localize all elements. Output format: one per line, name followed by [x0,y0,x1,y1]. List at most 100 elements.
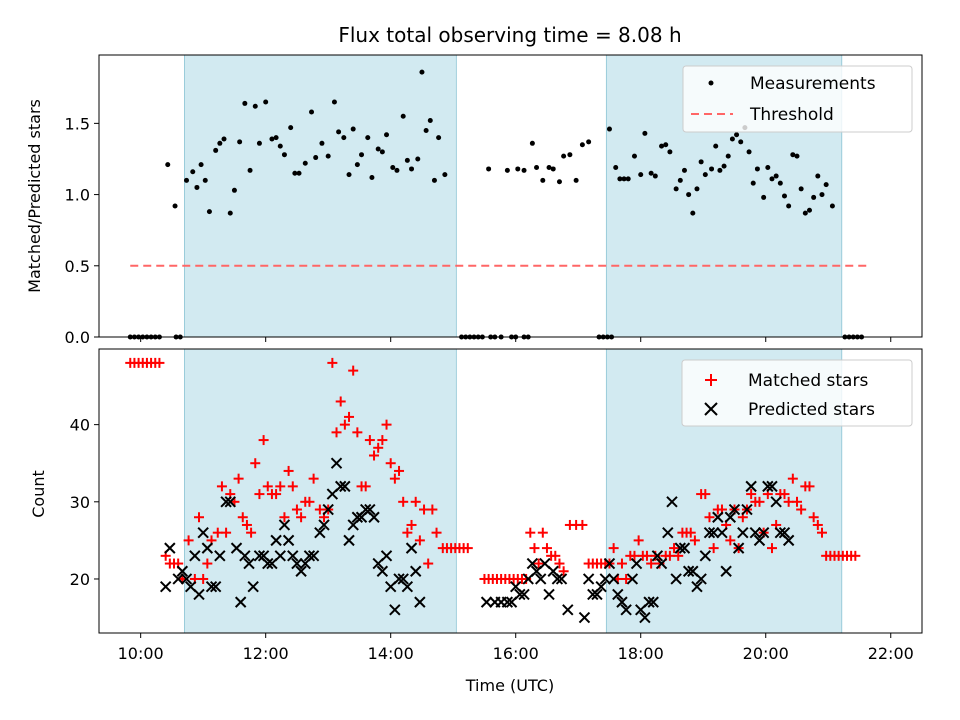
measurement-point [442,172,448,178]
legend-matched-label: Matched stars [748,371,868,391]
measurement-point [331,99,337,105]
predicted-star-point [405,542,418,554]
matched-star-point [808,512,819,523]
predicted-star-point [682,565,695,577]
matched-star-point [254,489,265,500]
x-tick-label: 10:00 [118,644,164,663]
predicted-star-point [762,480,774,493]
measurement-point [561,153,567,159]
predicted-star-point [620,604,632,616]
matched-star-point [669,543,680,554]
measurement-point [694,186,700,192]
predicted-star-point [647,596,659,608]
measurement-point [309,109,315,115]
predicted-star-point [274,550,286,562]
bottom-legend: Matched stars Predicted stars [681,359,913,427]
predicted-star-point [343,534,355,547]
predicted-star-point [480,596,493,608]
predicted-star-point [243,557,255,570]
predicted-star-point [414,596,426,608]
legend-predicted-label: Predicted stars [748,400,875,420]
predicted-star-point [745,480,757,493]
measurement-point [606,126,612,132]
measurement-point [781,193,787,199]
measurement-point [423,127,429,133]
measurement-point [567,152,573,158]
shaded-interval-1 [184,54,457,338]
predicted-star-point [753,534,766,547]
measurement-point [667,149,673,155]
measurement-point [677,177,683,183]
measurement-point [427,118,433,124]
measurement-point [404,157,410,163]
measurement-point [681,167,687,173]
measurement-point [794,153,800,159]
matched-star-point [779,489,790,500]
measurement-point [750,180,756,186]
x-tick-label: 18:00 [618,644,664,663]
measurement-point [673,186,679,192]
legend-matched-marker [705,374,717,386]
predicted-star-point [695,573,707,585]
measurement-point [725,153,731,159]
measurement-point [613,165,619,171]
matched-star-point [608,543,619,554]
measurement-point [486,166,492,172]
matched-star-point [389,473,400,484]
matched-star-point [616,558,627,569]
matched-star-point [704,512,715,523]
predicted-star-point [380,550,393,562]
predicted-star-point [551,573,564,585]
measurement-point [384,132,390,138]
measurement-point [717,167,723,173]
measurement-point [709,166,715,172]
x-tick-label: 16:00 [493,644,539,663]
matched-star-point [381,419,392,430]
measurement-point [269,136,275,142]
predicted-star-point [757,526,770,539]
predicted-star-point [224,496,236,508]
predicted-star-point [782,534,795,547]
predicted-star-point [712,511,724,523]
measurement-point [802,210,808,216]
predicted-star-point [220,496,232,508]
measurement-point [359,152,365,158]
matched-star-point [431,527,442,538]
matched-star-point [212,527,223,538]
predicted-star-point [164,542,176,554]
matched-star-point [646,558,657,569]
measurement-point [379,149,385,155]
predicted-star-point [322,503,334,516]
measurement-point [819,192,825,198]
matched-star-point [410,496,421,507]
predicted-star-point [666,496,678,508]
matched-star-point [816,527,827,538]
matched-star-point [402,527,413,538]
measurement-point [365,135,371,141]
predicted-star-point [287,550,299,562]
y-tick-label: 20 [70,570,90,589]
predicted-star-point [307,550,320,562]
matched-star-point [258,435,269,446]
predicted-star-point [582,573,595,585]
matched-star-point [754,496,765,507]
measurement-point [777,180,783,186]
predicted-star-point [318,519,330,531]
measurement-point [252,103,258,109]
measurement-point [556,179,562,185]
predicted-star-point [189,550,201,562]
measurement-point [325,153,331,159]
predicted-star-point [562,604,574,616]
matched-star-point [194,512,205,523]
matched-star-point [406,519,417,530]
predicted-star-point [703,526,716,539]
bottom-xlabel: Time (UTC) [465,676,554,695]
matched-star-point [791,496,802,507]
predicted-star-point [578,611,591,624]
predicted-star-point [282,534,295,547]
matched-star-point [339,419,350,430]
measurement-point [202,177,208,183]
predicted-star-point [716,526,728,539]
y-tick-label: 30 [70,493,90,512]
